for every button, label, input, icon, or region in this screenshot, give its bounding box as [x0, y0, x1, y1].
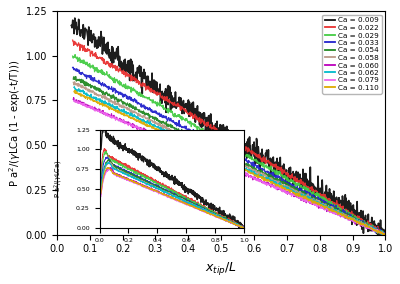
X-axis label: $x_{tip}/L$: $x_{tip}/L$ — [205, 260, 237, 277]
Legend: Ca = 0.009, Ca = 0.022, Ca = 0.029, Ca = 0.033, Ca = 0.054, Ca = 0.058, Ca = 0.0: Ca = 0.009, Ca = 0.022, Ca = 0.029, Ca =… — [322, 14, 382, 94]
Y-axis label: P a$^2$/($\gamma$LCa (1 - exp(-t/T))): P a$^2$/($\gamma$LCa (1 - exp(-t/T))) — [7, 59, 23, 187]
